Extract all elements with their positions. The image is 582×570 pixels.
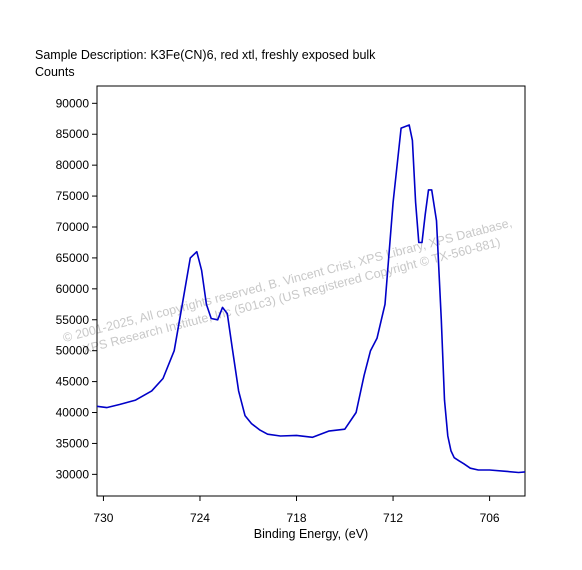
y-tick-label: 45000 [56,375,90,389]
y-tick-label: 60000 [56,282,90,296]
y-tick-label: 40000 [56,406,90,420]
plot-frame [96,85,526,497]
x-tick-label: 718 [287,511,307,525]
spectrum-line [96,124,526,474]
x-tick-label: 730 [93,511,113,525]
y-tick-label: 35000 [56,436,90,450]
y-tick-label: 30000 [56,467,90,481]
x-tick-label: 706 [480,511,500,525]
y-axis: 30000 35000 40000 45000 50000 55000 60000 65000… [56,96,97,481]
y-tick-label: 65000 [56,251,90,265]
y-tick-label: 80000 [56,158,90,172]
x-tick-label: 712 [383,511,403,525]
watermark-line-1: © 2001-2025, All copyrights reserved, B.… [62,216,514,346]
y-axis-label: Counts [35,65,75,79]
x-axis: 730 724 718 712 706 [93,496,500,525]
copyright-watermark: © 2001-2025, All copyrights reserved, B.… [62,216,514,357]
y-tick-label: 85000 [56,127,90,141]
y-tick-label: 90000 [56,96,90,110]
x-axis-label: Binding Energy, (eV) [254,527,368,541]
y-tick-label: 55000 [56,313,90,327]
chart-title: Sample Description: K3Fe(CN)6, red xtl, … [35,48,376,62]
x-tick-label: 724 [190,511,210,525]
y-tick-label: 75000 [56,189,90,203]
y-tick-label: 70000 [56,220,90,234]
y-tick-label: 50000 [56,344,90,358]
